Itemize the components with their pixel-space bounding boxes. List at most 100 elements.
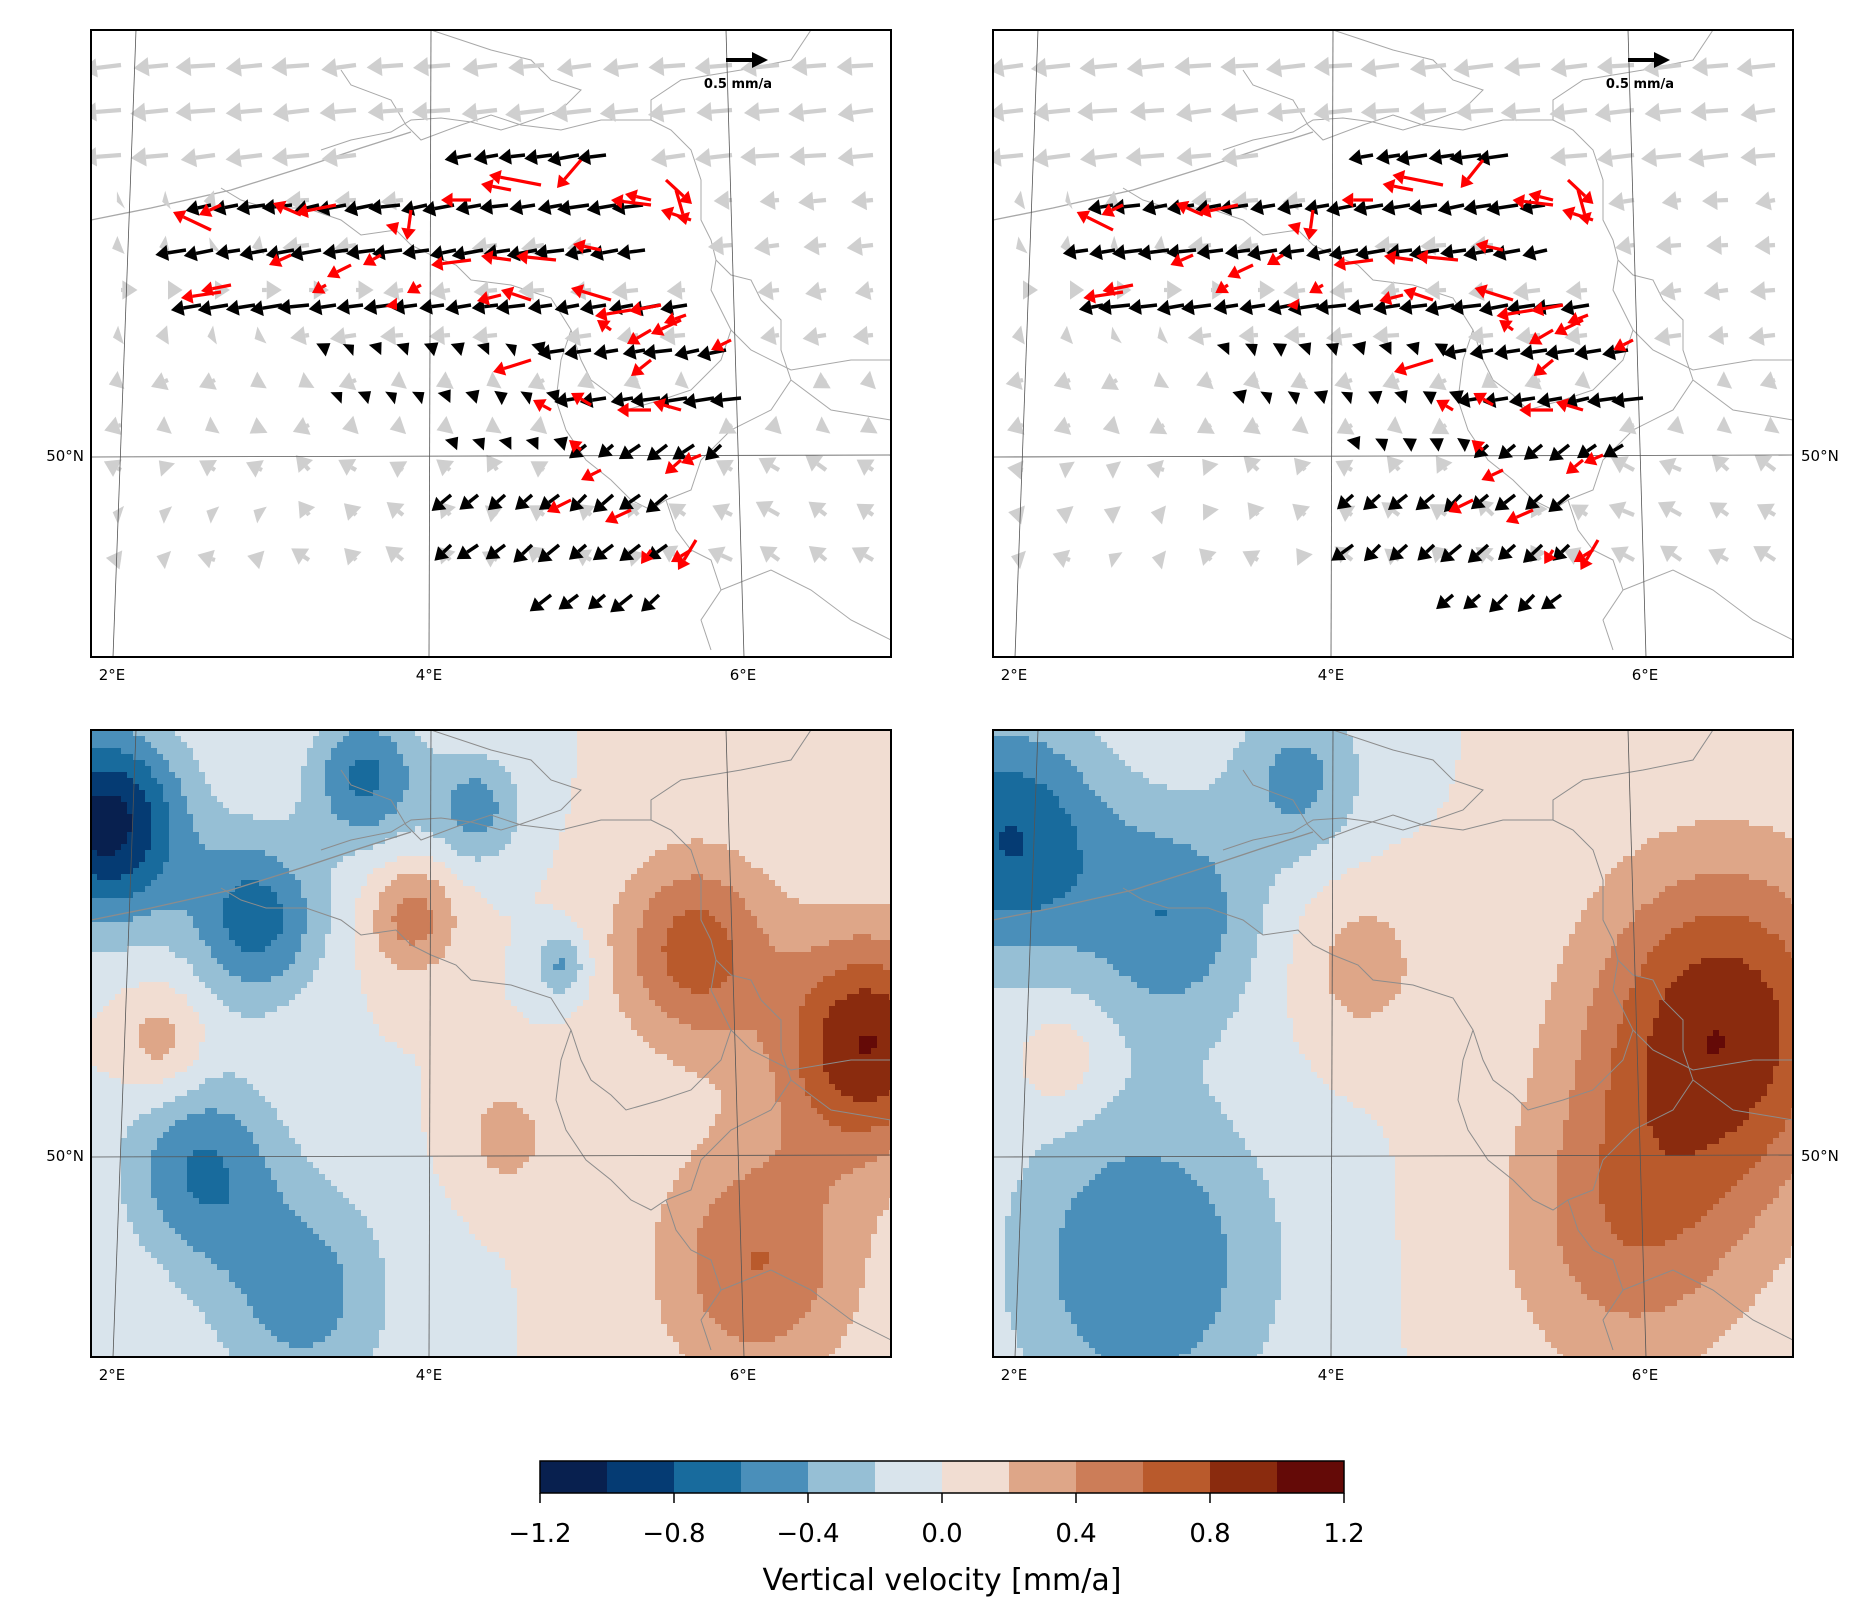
background-vector bbox=[1753, 546, 1777, 563]
background-vector bbox=[1070, 280, 1085, 300]
observed-vector bbox=[1406, 341, 1420, 356]
observed-vector bbox=[1429, 438, 1444, 452]
background-vector bbox=[1126, 57, 1165, 78]
observed-vector bbox=[506, 245, 538, 262]
background-vector bbox=[518, 280, 545, 301]
background-vector bbox=[389, 415, 407, 435]
background-vector bbox=[436, 459, 455, 477]
background-vector bbox=[715, 459, 734, 477]
observed-vector bbox=[1340, 391, 1353, 405]
background-vector bbox=[1030, 57, 1071, 78]
background-vector bbox=[859, 416, 878, 434]
border-line bbox=[650, 30, 812, 120]
background-vector bbox=[342, 415, 359, 435]
observed-vector bbox=[1440, 243, 1467, 260]
graticule bbox=[91, 730, 891, 1357]
observed-vector bbox=[308, 299, 337, 316]
background-vector bbox=[668, 503, 687, 521]
residual-vector bbox=[1496, 306, 1534, 322]
background-vector bbox=[225, 148, 263, 168]
background-vector bbox=[1267, 102, 1306, 122]
background-vector bbox=[1032, 148, 1071, 168]
background-vector-field bbox=[91, 56, 878, 570]
background-vector bbox=[1103, 506, 1121, 524]
residual-vector bbox=[1341, 192, 1373, 208]
observed-vector bbox=[1128, 298, 1158, 315]
background-vector bbox=[1644, 102, 1682, 122]
background-vector bbox=[108, 370, 125, 390]
observed-vector bbox=[1425, 300, 1455, 317]
residual-vector bbox=[312, 280, 327, 294]
background-vector bbox=[837, 103, 874, 123]
observed-vector bbox=[402, 243, 430, 260]
observed-vector bbox=[529, 593, 553, 612]
residual-vector bbox=[1528, 189, 1554, 204]
background-vector bbox=[1688, 148, 1729, 168]
residual-vector bbox=[1531, 301, 1564, 317]
background-vector bbox=[1202, 503, 1219, 521]
background-vector bbox=[262, 280, 282, 300]
border-line bbox=[790, 1079, 891, 1121]
background-vector bbox=[1659, 281, 1682, 301]
background-vector bbox=[836, 56, 874, 76]
background-vector bbox=[338, 372, 357, 391]
background-vector bbox=[1764, 416, 1780, 434]
background-vector bbox=[1740, 103, 1776, 123]
observed-vector bbox=[1587, 392, 1617, 409]
colorbar-label: Vertical velocity [mm/a] bbox=[763, 1563, 1122, 1598]
background-vector bbox=[564, 327, 592, 347]
background-vector bbox=[91, 58, 122, 78]
background-vector bbox=[1428, 372, 1447, 391]
parallel-line bbox=[91, 454, 891, 458]
background-vector bbox=[1500, 102, 1541, 122]
observed-vector bbox=[537, 344, 565, 361]
background-vector bbox=[199, 372, 217, 390]
background-vector bbox=[291, 548, 311, 565]
background-vector bbox=[1337, 505, 1356, 523]
residual-vector bbox=[625, 189, 652, 204]
border-line bbox=[1632, 1029, 1793, 1071]
observed-vector bbox=[437, 389, 451, 403]
background-vector bbox=[180, 148, 216, 168]
background-vector-field bbox=[993, 56, 1780, 570]
background-vector bbox=[383, 281, 404, 301]
background-vector bbox=[429, 325, 451, 346]
background-vector bbox=[1360, 58, 1400, 78]
observed-vector bbox=[1544, 344, 1575, 361]
background-vector bbox=[298, 500, 316, 519]
border-line bbox=[220, 769, 732, 1111]
background-vector bbox=[529, 415, 548, 435]
border-line bbox=[1552, 730, 1714, 820]
border-line bbox=[1122, 69, 1634, 411]
background-vector bbox=[1409, 102, 1447, 122]
residual-vector bbox=[1499, 320, 1514, 333]
background-vector bbox=[298, 372, 315, 388]
background-vector bbox=[334, 190, 357, 210]
background-vector bbox=[1691, 57, 1729, 77]
background-vector bbox=[1243, 455, 1262, 474]
background-vector bbox=[1660, 545, 1683, 563]
residual-vector bbox=[181, 289, 222, 304]
residual-vector bbox=[431, 256, 472, 271]
residual-vector bbox=[1533, 358, 1555, 376]
background-vector bbox=[436, 416, 454, 434]
residual-vector bbox=[1266, 252, 1284, 266]
observed-vector bbox=[429, 245, 457, 261]
observed-vector bbox=[1239, 299, 1266, 316]
observed-vector bbox=[322, 243, 349, 260]
meridian-line bbox=[725, 730, 745, 1357]
background-vector bbox=[1565, 280, 1588, 301]
residual-vector bbox=[407, 280, 422, 294]
observed-vector bbox=[1375, 148, 1401, 165]
colorbar-swatch bbox=[674, 1461, 742, 1493]
background-vector bbox=[155, 325, 169, 345]
x-tick-label: 6°E bbox=[730, 666, 757, 684]
background-vector bbox=[1150, 505, 1166, 525]
background-vector bbox=[1503, 57, 1541, 77]
residual-vector bbox=[1392, 170, 1444, 187]
observed-vector bbox=[225, 299, 256, 316]
meridian-line bbox=[1014, 730, 1039, 1357]
background-vector bbox=[1296, 548, 1313, 566]
observed-vector bbox=[646, 543, 669, 560]
background-vector bbox=[851, 546, 875, 564]
